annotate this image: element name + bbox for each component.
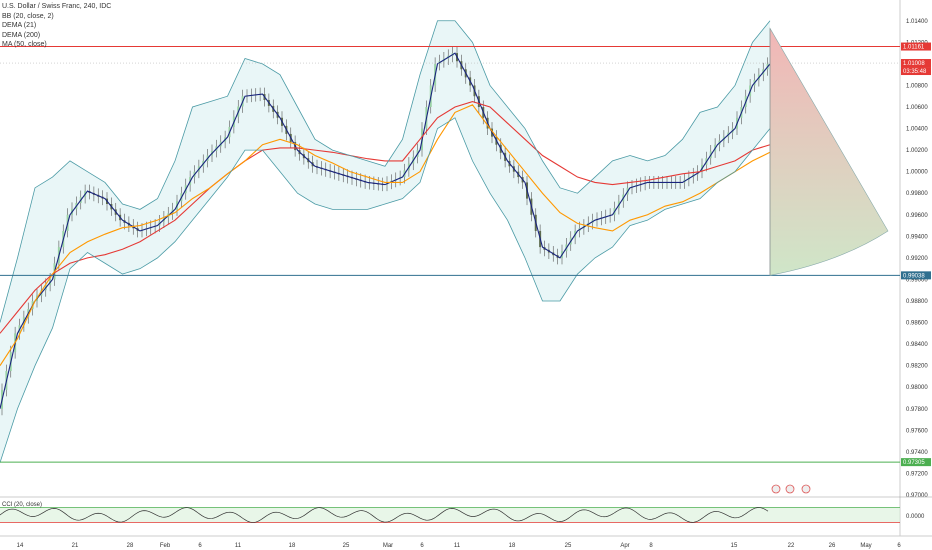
y-tick-label: 0.98800 bbox=[906, 299, 928, 305]
y-tick-label: 1.01400 bbox=[906, 19, 928, 25]
x-tick-label: Feb bbox=[160, 543, 171, 549]
y-tick-label: 0.99600 bbox=[906, 213, 928, 219]
y-tick-label: 0.99200 bbox=[906, 256, 928, 262]
series-line-2 bbox=[0, 104, 771, 366]
price-tag-label-0: 1.01161 bbox=[903, 45, 925, 51]
y-tick-label: 0.98000 bbox=[906, 385, 928, 391]
x-tick-label: 11 bbox=[235, 543, 242, 549]
x-tick-label: 21 bbox=[72, 543, 79, 549]
y-tick-label: 0.99400 bbox=[906, 234, 928, 240]
y-tick-label: 1.00800 bbox=[906, 83, 928, 89]
y-tick-label: 0.99000 bbox=[906, 277, 928, 283]
legend-bb: BB (20, close, 2) bbox=[2, 12, 54, 20]
y-tick-label: 1.00000 bbox=[906, 170, 928, 176]
price-tag-2 bbox=[901, 271, 931, 280]
x-tick-label: 25 bbox=[343, 543, 350, 549]
economic-event-icon[interactable] bbox=[801, 484, 811, 494]
x-tick-label: 8 bbox=[649, 543, 653, 549]
countdown-tag bbox=[901, 67, 931, 76]
cci-label: CCI (20, close) bbox=[2, 502, 42, 508]
bollinger-band-fill bbox=[0, 20, 770, 463]
x-tick-label: 15 bbox=[731, 543, 738, 549]
y-tick-label: 0.97600 bbox=[906, 428, 928, 434]
economic-event-icon[interactable] bbox=[785, 484, 795, 494]
countdown-label: 03:35:48 bbox=[903, 69, 927, 75]
cci-tick-label: 0.0000 bbox=[906, 514, 925, 520]
projection-drawing[interactable] bbox=[769, 27, 889, 276]
x-tick-label: 6 bbox=[897, 543, 901, 549]
legend-dema200: DEMA (200) bbox=[2, 31, 41, 39]
x-tick-label: 18 bbox=[289, 543, 296, 549]
x-tick-label: 11 bbox=[454, 543, 461, 549]
cci-band-fill bbox=[0, 507, 900, 523]
price-tag-label-1: 1.01008 bbox=[903, 61, 925, 67]
y-tick-label: 1.00400 bbox=[906, 127, 928, 133]
y-tick-label: 0.97200 bbox=[906, 471, 928, 477]
x-tick-label: Apr bbox=[620, 543, 629, 549]
legend-ma50: MA (50, close) bbox=[2, 41, 47, 48]
x-tick-label: Mar bbox=[383, 543, 393, 549]
x-tick-label: 28 bbox=[127, 543, 134, 549]
x-tick-label: 14 bbox=[17, 543, 24, 549]
x-tick-label: 18 bbox=[509, 543, 516, 549]
x-tick-label: May bbox=[860, 543, 871, 549]
cci-line bbox=[0, 507, 769, 523]
y-tick-label: 0.99800 bbox=[906, 191, 928, 197]
y-tick-label: 0.98200 bbox=[906, 364, 928, 370]
y-tick-label: 0.98400 bbox=[906, 342, 928, 348]
legend-dema21: DEMA (21) bbox=[2, 22, 37, 29]
y-tick-label: 0.97400 bbox=[906, 450, 928, 456]
x-tick-label: 6 bbox=[420, 543, 424, 549]
y-tick-label: 1.00600 bbox=[906, 105, 928, 111]
y-tick-label: 0.97000 bbox=[906, 493, 928, 499]
x-tick-label: 22 bbox=[788, 543, 795, 549]
y-tick-label: 0.98600 bbox=[906, 321, 928, 327]
price-tag-1 bbox=[901, 59, 931, 68]
price-tag-label-3: 0.97305 bbox=[903, 460, 925, 466]
price-tag-3 bbox=[901, 458, 931, 467]
series-line-0 bbox=[0, 52, 771, 409]
x-tick-label: 6 bbox=[198, 543, 202, 549]
price-tag-0 bbox=[901, 42, 931, 51]
series-line-1 bbox=[0, 101, 771, 334]
chart-legend: U.S. Dollar / Swiss Franc, 240, IDC BB (… bbox=[2, 2, 111, 50]
y-tick-label: 0.97800 bbox=[906, 407, 928, 413]
series-line-3 bbox=[0, 20, 771, 323]
legend-title: U.S. Dollar / Swiss Franc, 240, IDC bbox=[2, 3, 112, 10]
price-tag-label-2: 0.99038 bbox=[903, 273, 925, 279]
y-tick-label: 1.00200 bbox=[906, 148, 928, 154]
economic-event-icon[interactable] bbox=[771, 484, 781, 494]
x-tick-label: 26 bbox=[829, 543, 836, 549]
series-line-4 bbox=[0, 117, 771, 463]
x-tick-label: 25 bbox=[565, 543, 572, 549]
